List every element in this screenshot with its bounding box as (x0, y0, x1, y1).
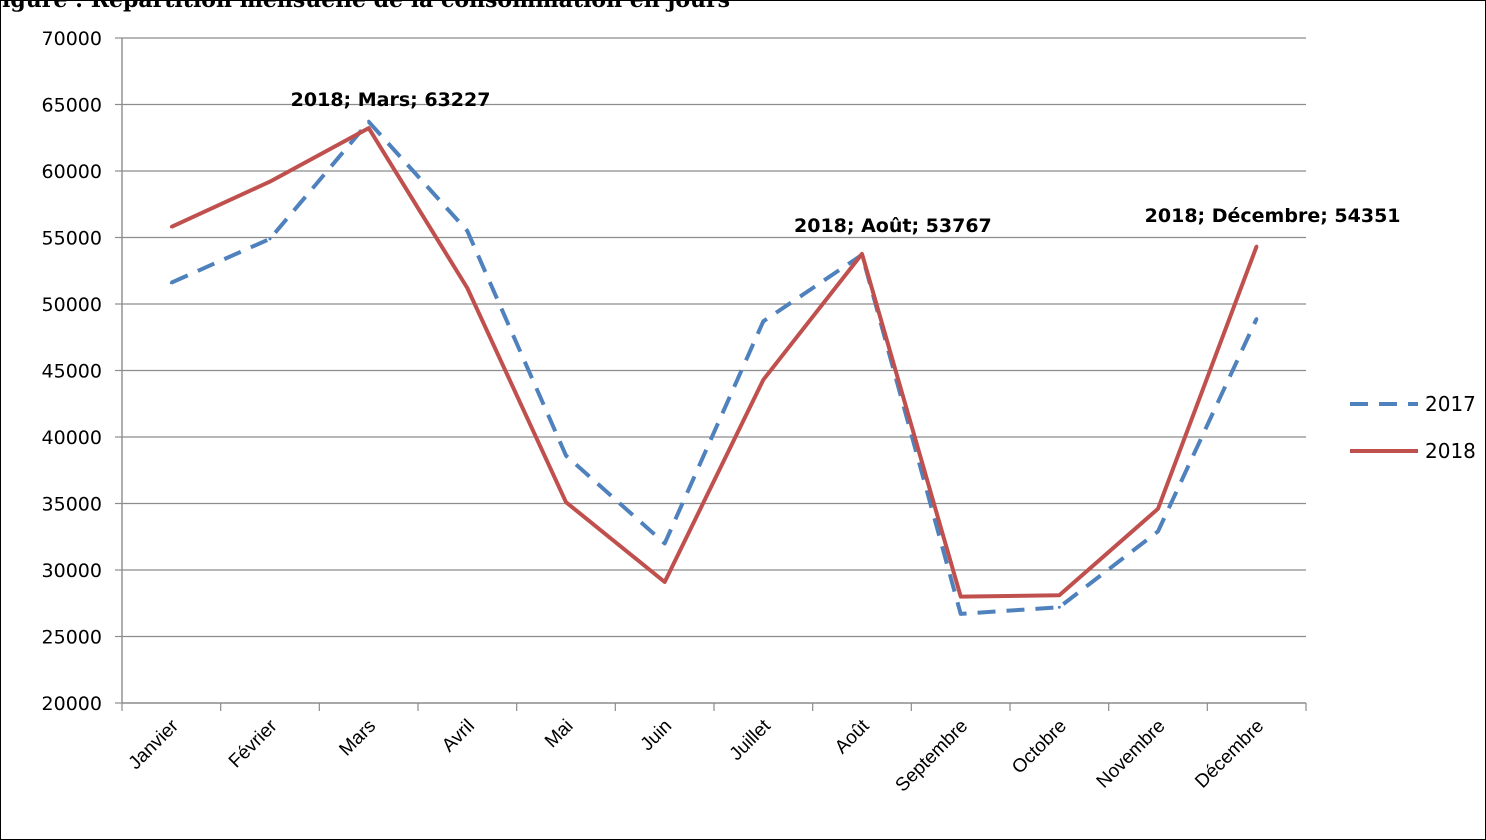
x-tick-label: Mars (335, 716, 380, 761)
legend-label-2018: 2018 (1425, 439, 1476, 463)
x-tick-label: Novembre (1093, 716, 1170, 793)
data-point-2017 (761, 319, 765, 323)
data-point-2017 (268, 237, 272, 241)
y-tick-label: 45000 (42, 361, 102, 383)
series-line-2018 (170, 126, 1259, 599)
data-point-2018 (1255, 244, 1259, 248)
x-tick-label: Juillet (726, 715, 776, 765)
y-tick-label: 35000 (42, 494, 102, 516)
data-point-2018 (564, 500, 568, 504)
data-point-2018 (169, 225, 173, 229)
data-label: 2018; Décembre; 54351 (1145, 205, 1401, 227)
x-tick-label: Août (831, 715, 874, 758)
x-tick-label: Janvier (125, 715, 184, 774)
x-tick-label: Juin (637, 716, 676, 755)
y-tick-label: 25000 (42, 627, 102, 649)
data-point-2018 (268, 180, 272, 184)
data-point-2017 (1255, 317, 1259, 321)
data-point-2018 (367, 126, 371, 130)
data-point-2017 (663, 541, 667, 545)
y-tick-label: 40000 (42, 427, 102, 449)
data-point-2017 (1057, 605, 1061, 609)
x-tick-label: Avril (438, 716, 479, 757)
x-tick-label: Février (225, 715, 282, 772)
x-tick-label: Septembre (892, 716, 973, 797)
x-tick-label: Décembre (1191, 716, 1268, 793)
legend-label-2017: 2017 (1425, 392, 1476, 416)
data-point-2017 (367, 120, 371, 124)
y-tick-label: 55000 (42, 228, 102, 250)
data-point-2018 (1057, 593, 1061, 597)
data-point-2017 (564, 454, 568, 458)
data-point-2017 (1156, 529, 1160, 533)
data-point-2018 (959, 595, 963, 599)
y-tick-label: 65000 (42, 95, 102, 117)
y-tick-label: 70000 (42, 28, 102, 50)
data-point-2018 (663, 580, 667, 584)
series-line-2017 (170, 119, 1259, 616)
y-tick-label: 50000 (42, 294, 102, 316)
data-point-2017 (169, 281, 173, 285)
y-tick-label: 20000 (42, 693, 102, 715)
data-label: 2018; Août; 53767 (794, 215, 992, 237)
y-tick-label: 60000 (42, 161, 102, 183)
x-tick-label: Octobre (1008, 716, 1071, 779)
data-point-2018 (465, 286, 469, 290)
data-point-2018 (761, 378, 765, 382)
data-point-2018 (1156, 507, 1160, 511)
x-tick-label: Mai (541, 716, 578, 753)
data-point-2017 (465, 229, 469, 233)
figure-title: igure : Répartition mensuelle de la cons… (2, 0, 731, 13)
data-point-2017 (959, 612, 963, 616)
data-label: 2018; Mars; 63227 (291, 89, 491, 111)
data-point-2018 (860, 252, 864, 256)
y-tick-label: 30000 (42, 560, 102, 582)
